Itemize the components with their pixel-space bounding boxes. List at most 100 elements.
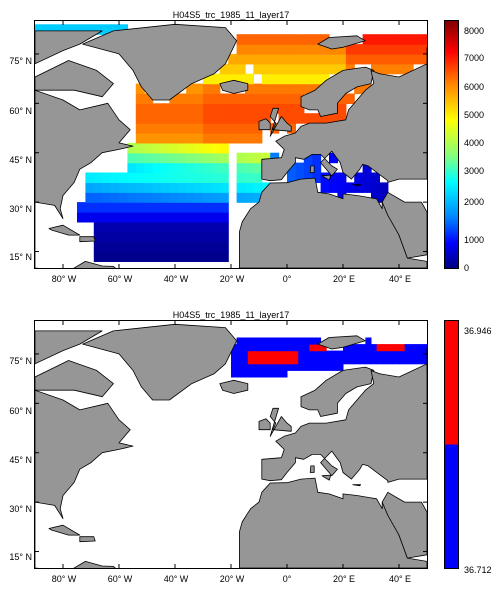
heatmap-cell-low (298, 337, 305, 345)
heatmap-cell (219, 202, 229, 213)
heatmap-cell (127, 192, 137, 203)
heatmap-cell (303, 172, 313, 183)
heatmap-cell (245, 162, 254, 174)
heatmap-cell (203, 192, 212, 203)
heatmap-cell-high (259, 357, 266, 365)
heatmap-cell (270, 83, 280, 95)
heatmap-cell (102, 182, 112, 193)
heatmap-cell (35, 24, 44, 35)
heatmap-cell (261, 34, 271, 45)
heatmap-cell-low (315, 357, 322, 365)
heatmap-cell (295, 83, 305, 95)
heatmap-cell (144, 221, 154, 233)
land-south_america (35, 560, 116, 568)
heatmap-cell (102, 172, 112, 183)
heatmap-cell (102, 192, 112, 203)
heatmap-cell (119, 231, 128, 243)
heatmap-cell (152, 172, 162, 183)
heatmap-cell-low (365, 357, 372, 365)
heatmap-cell (110, 212, 120, 223)
heatmap-cell-low (331, 357, 338, 365)
heatmap-cell-low (247, 337, 254, 345)
x-tick-label: 40° E (388, 574, 412, 584)
heatmap-cell (194, 93, 204, 104)
heatmap-cell-low (399, 350, 406, 358)
heatmap-cell-low (337, 350, 344, 358)
heatmap-cell-low (354, 344, 361, 352)
colorbar-tick-label: 0 (464, 263, 470, 273)
heatmap-cell (85, 212, 95, 223)
heatmap-cell (127, 172, 137, 183)
heatmap-cell (303, 63, 313, 75)
heatmap-cell (77, 202, 86, 213)
heatmap-cell-low (281, 363, 288, 371)
heatmap-cell (194, 162, 204, 174)
heatmap-cell (287, 83, 296, 95)
heatmap-cell (119, 221, 128, 233)
colorbar-tick-label: 1000 (464, 235, 485, 245)
heatmap-cell (203, 162, 212, 174)
colorbar-tick-label: 2000 (464, 197, 485, 207)
colorbar-tick-label: 7000 (464, 53, 485, 63)
heatmap-cell (186, 123, 196, 134)
heatmap-cell (68, 24, 78, 35)
heatmap-cell (253, 192, 263, 203)
colorbar (444, 320, 459, 569)
heatmap-cell (144, 142, 154, 154)
heatmap-cell (354, 83, 364, 95)
heatmap-cell (203, 172, 212, 183)
heatmap-cell (85, 202, 95, 213)
heatmap-cell (152, 133, 162, 144)
heatmap-cell-low (371, 350, 378, 358)
heatmap-cell (135, 192, 145, 203)
heatmap-cell (228, 63, 238, 75)
heatmap-cell-low (270, 370, 277, 378)
heatmap-cell (177, 152, 187, 164)
heatmap-cell (169, 93, 179, 104)
land-south_america (35, 260, 116, 268)
heatmap-cell (177, 172, 187, 183)
heatmap-cell (93, 241, 103, 253)
heatmap-cell-low (410, 350, 417, 358)
heatmap-cell (177, 182, 187, 193)
heatmap-cell (169, 133, 179, 144)
heatmap-cell-low (298, 357, 305, 365)
heatmap-cell (186, 192, 196, 203)
heatmap-cell (194, 83, 204, 95)
heatmap-cell (245, 113, 254, 124)
heatmap-cell (236, 162, 246, 174)
land-hispaniola (79, 236, 96, 243)
heatmap-cell (387, 63, 397, 75)
heatmap-cell (203, 83, 212, 95)
heatmap-cell (161, 251, 170, 262)
heatmap-cell (245, 73, 254, 85)
heatmap-cell (135, 221, 145, 233)
heatmap-cell (329, 172, 338, 183)
heatmap-cell (387, 44, 397, 55)
map-plot-area (34, 20, 428, 269)
heatmap-cell (312, 73, 322, 85)
heatmap-cell-low (393, 357, 400, 365)
heatmap-cell (127, 231, 137, 243)
heatmap-cell (177, 251, 187, 262)
heatmap-cell-low (320, 357, 327, 365)
heatmap-cell-low (382, 357, 389, 365)
heatmap-cell (60, 24, 70, 35)
heatmap-cell-low (371, 344, 378, 352)
heatmap-cell (177, 113, 187, 124)
heatmap-cell-low (287, 337, 294, 345)
x-tick-label: 80° W (51, 574, 77, 584)
heatmap-cell-low (247, 370, 254, 378)
heatmap-cell (303, 44, 313, 55)
heatmap-cell (379, 53, 389, 65)
heatmap-cell (211, 212, 221, 223)
heatmap-cell (144, 133, 154, 144)
heatmap-cell (219, 142, 229, 154)
heatmap-cell (186, 152, 196, 164)
heatmap-cell (345, 93, 355, 104)
heatmap-cell (211, 241, 221, 253)
heatmap-cell (152, 231, 162, 243)
heatmap-cell (93, 192, 103, 203)
heatmap-cell (194, 142, 204, 154)
x-tick-label: 20° W (219, 274, 245, 284)
